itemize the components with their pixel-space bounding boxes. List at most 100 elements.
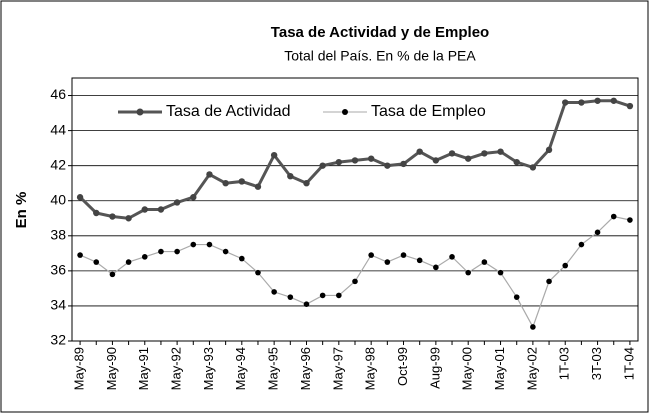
data-point bbox=[77, 252, 83, 258]
data-point bbox=[465, 269, 472, 276]
data-point bbox=[481, 150, 488, 157]
data-point bbox=[270, 151, 278, 159]
x-tick-label: May-01 bbox=[492, 347, 507, 390]
data-point bbox=[432, 157, 440, 164]
data-point bbox=[497, 269, 504, 276]
data-point bbox=[206, 171, 213, 178]
y-tick-label: 32 bbox=[50, 332, 66, 348]
data-point bbox=[351, 157, 359, 164]
x-tick-label: May-93 bbox=[201, 347, 216, 390]
x-tick-label: Oct-99 bbox=[395, 347, 410, 386]
data-point bbox=[239, 255, 245, 262]
data-point bbox=[384, 259, 391, 265]
data-point bbox=[93, 209, 100, 217]
data-point bbox=[530, 324, 536, 330]
x-tick-label: May-96 bbox=[298, 347, 313, 390]
data-point bbox=[190, 194, 197, 201]
x-tick-label: May-92 bbox=[169, 347, 184, 390]
x-tick-label: 1T-04 bbox=[621, 347, 636, 380]
data-point bbox=[400, 160, 407, 168]
data-point bbox=[578, 241, 585, 248]
y-tick-label: 42 bbox=[50, 156, 66, 172]
data-point bbox=[125, 259, 132, 265]
y-tick-label: 44 bbox=[50, 121, 66, 137]
data-point bbox=[125, 215, 132, 222]
y-tick-label: 38 bbox=[50, 227, 66, 243]
chart-subtitle: Total del País. En % de la PEA bbox=[284, 48, 476, 64]
data-point bbox=[513, 294, 520, 300]
data-point bbox=[336, 292, 342, 299]
data-point bbox=[287, 294, 294, 300]
data-point bbox=[367, 155, 375, 162]
legend-marker bbox=[136, 108, 144, 116]
data-point bbox=[368, 252, 374, 258]
data-point bbox=[335, 158, 343, 166]
y-axis-label: En % bbox=[13, 192, 30, 229]
y-tick-label: 34 bbox=[50, 297, 66, 313]
data-point bbox=[109, 271, 116, 278]
data-point bbox=[109, 213, 116, 220]
data-point bbox=[546, 278, 552, 285]
x-tick-label: May-91 bbox=[136, 347, 151, 390]
data-point bbox=[157, 206, 165, 213]
data-point bbox=[626, 102, 634, 110]
data-point bbox=[545, 146, 553, 154]
x-tick-label: May-02 bbox=[524, 347, 539, 390]
data-point bbox=[255, 269, 261, 276]
data-point bbox=[141, 254, 148, 260]
data-point bbox=[254, 183, 262, 190]
data-point bbox=[222, 248, 229, 255]
data-point bbox=[610, 97, 617, 104]
data-point bbox=[529, 164, 537, 171]
data-point bbox=[158, 248, 164, 255]
y-tick-label: 36 bbox=[50, 262, 66, 278]
x-tick-label: 1T-03 bbox=[557, 347, 572, 380]
data-point bbox=[93, 259, 100, 265]
x-tick-label: May-94 bbox=[233, 347, 248, 390]
data-point bbox=[562, 99, 569, 106]
x-tick-label: May-95 bbox=[266, 347, 281, 390]
legend-box bbox=[112, 100, 532, 124]
data-point bbox=[303, 180, 310, 187]
data-point bbox=[562, 262, 569, 269]
data-point bbox=[497, 148, 504, 155]
data-point bbox=[384, 162, 391, 169]
data-point bbox=[400, 252, 407, 258]
data-point bbox=[465, 155, 472, 162]
data-point bbox=[141, 206, 148, 213]
data-point bbox=[206, 241, 213, 248]
data-point bbox=[352, 278, 358, 285]
y-tick-label: 40 bbox=[50, 191, 66, 207]
data-point bbox=[319, 162, 326, 169]
data-point bbox=[449, 254, 455, 260]
data-point bbox=[174, 248, 180, 255]
legend-marker bbox=[342, 109, 348, 115]
x-tick-label: May-00 bbox=[460, 347, 475, 390]
data-point bbox=[238, 178, 245, 185]
x-tick-label: Aug-99 bbox=[427, 347, 442, 389]
data-point bbox=[578, 99, 585, 106]
data-point bbox=[76, 194, 84, 201]
data-point bbox=[610, 213, 617, 220]
data-point bbox=[448, 150, 456, 157]
x-tick-label: May-89 bbox=[72, 347, 87, 390]
data-point bbox=[513, 158, 520, 166]
data-point bbox=[594, 97, 601, 104]
x-tick-label: May-97 bbox=[330, 347, 345, 390]
data-point bbox=[594, 229, 601, 236]
data-point bbox=[271, 289, 277, 295]
x-tick-label: May-90 bbox=[104, 347, 119, 390]
data-point bbox=[319, 292, 326, 299]
data-point bbox=[416, 148, 423, 155]
data-point bbox=[222, 180, 229, 187]
legend-label: Tasa de Actividad bbox=[166, 103, 291, 120]
data-point bbox=[416, 257, 423, 264]
data-point bbox=[173, 199, 181, 206]
data-point bbox=[433, 264, 439, 271]
x-tick-label: May-98 bbox=[363, 347, 378, 390]
data-point bbox=[481, 259, 488, 265]
data-point bbox=[303, 301, 310, 307]
data-point bbox=[287, 172, 294, 180]
legend-label: Tasa de Empleo bbox=[371, 103, 486, 120]
